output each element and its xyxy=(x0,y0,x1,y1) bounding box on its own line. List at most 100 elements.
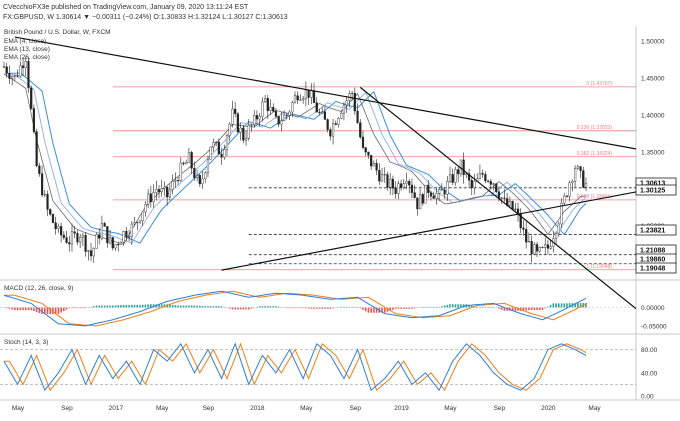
candle-body[interactable] xyxy=(302,98,305,101)
candle-body[interactable] xyxy=(62,234,65,238)
candle-body[interactable] xyxy=(255,115,259,120)
candle-body[interactable] xyxy=(554,232,558,239)
candle-body[interactable] xyxy=(565,195,569,197)
candle-body[interactable] xyxy=(361,136,365,148)
candle-body[interactable] xyxy=(195,175,199,179)
candle-body[interactable] xyxy=(128,236,131,238)
candle-body[interactable] xyxy=(435,193,438,199)
candle-body[interactable] xyxy=(304,89,307,99)
candle-body[interactable] xyxy=(484,174,487,182)
candle-body[interactable] xyxy=(563,195,566,204)
candle-body[interactable] xyxy=(166,186,169,198)
candle-body[interactable] xyxy=(383,174,386,176)
candle-body[interactable] xyxy=(185,162,188,165)
candle-body[interactable] xyxy=(424,184,427,204)
candle-body[interactable] xyxy=(79,237,82,243)
candle-body[interactable] xyxy=(236,113,239,133)
candle-body[interactable] xyxy=(318,111,321,114)
candle-body[interactable] xyxy=(111,237,114,249)
candle-body[interactable] xyxy=(492,183,495,185)
candle-body[interactable] xyxy=(114,244,117,249)
candle-body[interactable] xyxy=(130,223,133,237)
candle-body[interactable] xyxy=(201,178,204,185)
candle-body[interactable] xyxy=(500,197,503,199)
candle-body[interactable] xyxy=(27,61,30,89)
candle-body[interactable] xyxy=(334,123,337,125)
candle-body[interactable] xyxy=(351,92,354,94)
candle-body[interactable] xyxy=(486,180,490,182)
candle-body[interactable] xyxy=(399,183,403,188)
candle-body[interactable] xyxy=(511,200,514,210)
candle-body[interactable] xyxy=(530,240,533,255)
candle-body[interactable] xyxy=(538,247,541,252)
candle-body[interactable] xyxy=(372,163,375,167)
candle-body[interactable] xyxy=(43,193,46,196)
candle-body[interactable] xyxy=(274,111,278,117)
stoch-label[interactable]: Stoch (14, 3, 3) xyxy=(4,339,48,346)
candle-body[interactable] xyxy=(163,186,166,189)
candle-body[interactable] xyxy=(157,189,161,193)
candle-body[interactable] xyxy=(527,240,530,243)
candle-body[interactable] xyxy=(356,110,359,123)
candle-body[interactable] xyxy=(89,250,93,257)
candle-body[interactable] xyxy=(337,117,340,125)
candle-body[interactable] xyxy=(525,229,528,243)
candle-body[interactable] xyxy=(76,232,79,243)
candle-body[interactable] xyxy=(481,173,484,175)
candle-body[interactable] xyxy=(397,183,400,194)
candle-body[interactable] xyxy=(353,92,356,112)
candle-body[interactable] xyxy=(81,234,84,238)
candle-body[interactable] xyxy=(535,244,539,252)
candle-body[interactable] xyxy=(443,189,446,195)
candle-body[interactable] xyxy=(8,73,11,79)
candle-body[interactable] xyxy=(269,107,272,112)
candle-body[interactable] xyxy=(410,184,414,193)
candle-body[interactable] xyxy=(84,234,87,252)
candle-body[interactable] xyxy=(209,146,212,160)
price-pane[interactable] xyxy=(0,26,636,279)
candle-body[interactable] xyxy=(152,192,155,202)
candle-body[interactable] xyxy=(70,231,74,245)
candle-body[interactable] xyxy=(560,202,563,225)
candle-body[interactable] xyxy=(182,162,185,165)
candle-body[interactable] xyxy=(359,122,362,138)
candle-body[interactable] xyxy=(30,87,33,109)
candle-body[interactable] xyxy=(522,227,525,230)
candle-body[interactable] xyxy=(378,170,381,182)
price-badge[interactable] xyxy=(635,224,677,236)
candle-body[interactable] xyxy=(495,183,498,192)
candle-body[interactable] xyxy=(331,123,335,137)
candle-body[interactable] xyxy=(326,119,329,130)
macd-pane[interactable] xyxy=(0,281,636,333)
candle-body[interactable] xyxy=(440,189,443,191)
candle-body[interactable] xyxy=(405,181,408,184)
candle-body[interactable] xyxy=(579,166,582,171)
candle-body[interactable] xyxy=(11,76,14,79)
candle-body[interactable] xyxy=(272,107,275,112)
stoch-d-line[interactable] xyxy=(4,342,587,392)
candle-body[interactable] xyxy=(119,242,123,245)
candle-body[interactable] xyxy=(329,129,332,137)
candle-body[interactable] xyxy=(198,175,201,185)
candle-body[interactable] xyxy=(24,61,27,68)
candle-body[interactable] xyxy=(321,111,324,114)
candle-body[interactable] xyxy=(478,173,482,179)
candle-body[interactable] xyxy=(215,141,218,143)
candle-body[interactable] xyxy=(217,141,220,155)
candle-body[interactable] xyxy=(193,167,196,179)
candle-body[interactable] xyxy=(503,197,506,199)
legend-ema-13[interactable]: EMA (13, close) xyxy=(4,46,50,53)
candle-body[interactable] xyxy=(432,196,435,199)
candle-body[interactable] xyxy=(19,65,22,77)
candle-body[interactable] xyxy=(103,223,106,227)
candle-body[interactable] xyxy=(54,222,57,230)
candle-body[interactable] xyxy=(46,193,49,210)
candle-body[interactable] xyxy=(454,169,457,183)
candle-body[interactable] xyxy=(147,193,150,205)
candle-body[interactable] xyxy=(38,165,41,174)
candle-body[interactable] xyxy=(451,174,454,183)
candle-body[interactable] xyxy=(13,75,16,77)
candle-body[interactable] xyxy=(380,174,384,182)
candle-body[interactable] xyxy=(457,169,460,175)
candle-body[interactable] xyxy=(244,138,248,141)
